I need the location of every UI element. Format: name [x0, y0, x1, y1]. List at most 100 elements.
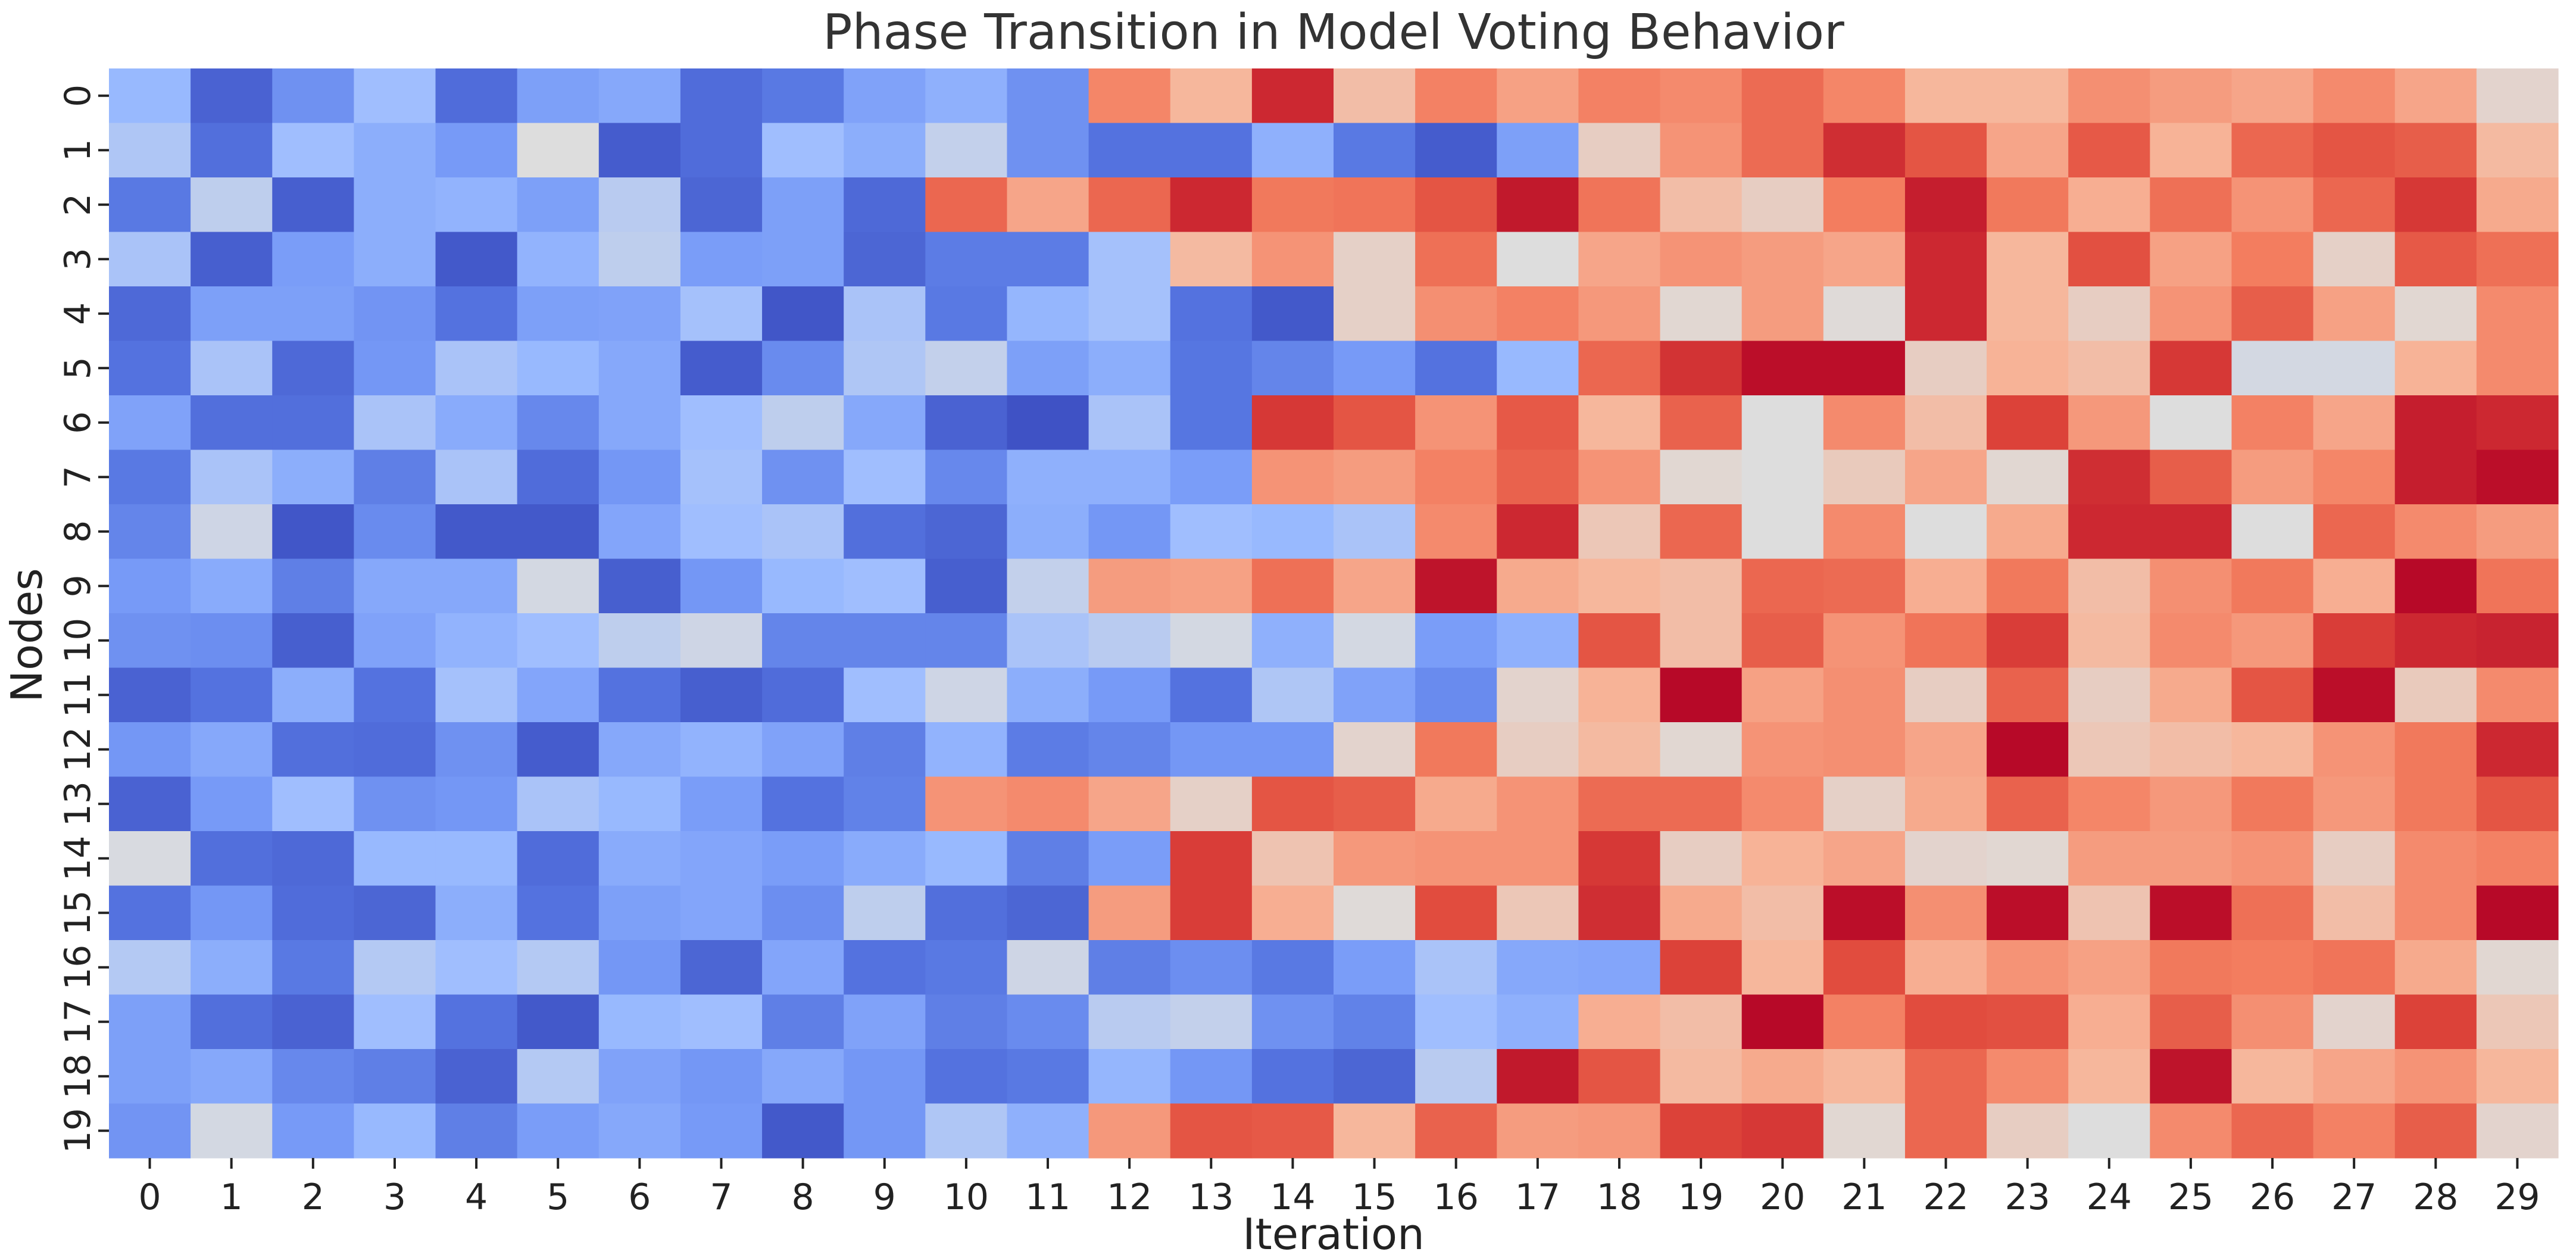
heatmap-cell-r7-c18	[1578, 449, 1661, 505]
heatmap-cell-r15-c15	[1334, 885, 1416, 941]
heatmap-cell-r7-c15	[1334, 449, 1416, 505]
heatmap-cell-r4-c21	[1823, 286, 1906, 342]
heatmap-cell-r18-c29	[2476, 1049, 2559, 1104]
heatmap-cell-r10-c3	[354, 613, 436, 669]
heatmap-cell-r7-c29	[2476, 449, 2559, 505]
heatmap-cell-r12-c18	[1578, 722, 1661, 778]
heatmap-cell-r8-c29	[2476, 504, 2559, 560]
heatmap-cell-r8-c23	[1987, 504, 2069, 560]
heatmap-cell-r16-c3	[354, 940, 436, 995]
heatmap-cell-r13-c6	[598, 776, 681, 832]
heatmap-cell-r12-c2	[272, 722, 354, 778]
heatmap-cell-r17-c15	[1334, 994, 1416, 1050]
heatmap-cell-r1-c2	[272, 123, 354, 178]
heatmap-cell-r11-c8	[762, 667, 844, 723]
heatmap-cell-r6-c2	[272, 395, 354, 451]
heatmap-cell-r3-c27	[2313, 232, 2396, 287]
heatmap-cell-r4-c2	[272, 286, 354, 342]
heatmap-cell-r17-c28	[2394, 994, 2477, 1050]
heatmap-cell-r3-c8	[762, 232, 844, 287]
heatmap-cell-r9-c0	[109, 558, 191, 614]
heatmap-cell-r0-c0	[109, 68, 191, 124]
heatmap-cell-r6-c12	[1088, 395, 1171, 451]
heatmap-cell-r5-c22	[1904, 341, 1987, 396]
heatmap-cell-r15-c2	[272, 885, 354, 941]
heatmap-cell-r16-c1	[191, 940, 273, 995]
heatmap-cell-r4-c9	[844, 286, 926, 342]
heatmap-cell-r3-c16	[1415, 232, 1497, 287]
heatmap-cell-r1-c29	[2476, 123, 2559, 178]
heatmap-cell-r16-c5	[517, 940, 599, 995]
heatmap-cell-r1-c20	[1741, 123, 1824, 178]
heatmap-cell-r11-c18	[1578, 667, 1661, 723]
heatmap-cell-r8-c11	[1007, 504, 1089, 560]
heatmap-cell-r6-c19	[1660, 395, 1743, 451]
heatmap-cell-r7-c6	[598, 449, 681, 505]
heatmap-cell-r4-c0	[109, 286, 191, 342]
heatmap-cell-r7-c27	[2313, 449, 2396, 505]
heatmap-cell-r13-c18	[1578, 776, 1661, 832]
heatmap-cell-r0-c7	[680, 68, 763, 124]
heatmap-cell-r14-c24	[2068, 831, 2150, 886]
heatmap-cell-r18-c19	[1660, 1049, 1743, 1104]
heatmap-cell-r8-c12	[1088, 504, 1171, 560]
heatmap-cell-r18-c17	[1497, 1049, 1579, 1104]
heatmap-cell-r0-c3	[354, 68, 436, 124]
heatmap-cell-r7-c9	[844, 449, 926, 505]
heatmap-cell-r18-c1	[191, 1049, 273, 1104]
x-tick-label-15: 15	[1351, 1176, 1397, 1218]
heatmap-cell-r0-c26	[2231, 68, 2314, 124]
heatmap-cell-r10-c12	[1088, 613, 1171, 669]
heatmap-cell-r10-c29	[2476, 613, 2559, 669]
heatmap-cell-r13-c13	[1170, 776, 1253, 832]
x-axis-label: Iteration	[1242, 1209, 1424, 1258]
heatmap-cell-r1-c6	[598, 123, 681, 178]
heatmap-cell-r14-c23	[1987, 831, 2069, 886]
heatmap-cell-r10-c11	[1007, 613, 1089, 669]
heatmap-cell-r7-c28	[2394, 449, 2477, 505]
heatmap-cell-r0-c10	[925, 68, 1008, 124]
heatmap-cell-r4-c12	[1088, 286, 1171, 342]
heatmap-cell-r19-c21	[1823, 1103, 1906, 1159]
heatmap-cell-r7-c1	[191, 449, 273, 505]
y-tick-label-19: 19	[57, 1108, 99, 1153]
heatmap-cell-r15-c11	[1007, 885, 1089, 941]
heatmap-cell-r0-c1	[191, 68, 273, 124]
heatmap-cell-r11-c7	[680, 667, 763, 723]
heatmap-cell-r11-c3	[354, 667, 436, 723]
heatmap-cell-r6-c4	[435, 395, 518, 451]
heatmap-cell-r2-c2	[272, 177, 354, 233]
x-tick-label-25: 25	[2168, 1176, 2213, 1218]
heatmap-cell-r11-c4	[435, 667, 518, 723]
heatmap-cell-r16-c26	[2231, 940, 2314, 995]
heatmap-cell-r5-c10	[925, 341, 1008, 396]
y-tick-label-7: 7	[57, 466, 99, 488]
heatmap-cell-r4-c19	[1660, 286, 1743, 342]
heatmap-cell-r15-c20	[1741, 885, 1824, 941]
heatmap-cell-r13-c20	[1741, 776, 1824, 832]
heatmap-cell-r6-c17	[1497, 395, 1579, 451]
heatmap-cell-r13-c4	[435, 776, 518, 832]
heatmap-cell-r13-c23	[1987, 776, 2069, 832]
y-tick-label-0: 0	[57, 85, 99, 107]
heatmap-cell-r17-c20	[1741, 994, 1824, 1050]
heatmap-cell-r0-c8	[762, 68, 844, 124]
heatmap-cell-r2-c10	[925, 177, 1008, 233]
heatmap-cell-r19-c28	[2394, 1103, 2477, 1159]
heatmap-cell-r13-c15	[1334, 776, 1416, 832]
heatmap-cell-r4-c27	[2313, 286, 2396, 342]
heatmap-cell-r11-c20	[1741, 667, 1824, 723]
heatmap-cell-r1-c23	[1987, 123, 2069, 178]
heatmap-cell-r8-c7	[680, 504, 763, 560]
heatmap-cell-r1-c5	[517, 123, 599, 178]
heatmap-cell-r15-c25	[2150, 885, 2232, 941]
heatmap-cell-r8-c14	[1251, 504, 1334, 560]
heatmap-cell-r8-c18	[1578, 504, 1661, 560]
x-tick-label-29: 29	[2494, 1176, 2540, 1218]
heatmap-cell-r17-c26	[2231, 994, 2314, 1050]
heatmap-cell-r7-c21	[1823, 449, 1906, 505]
heatmap-cell-r11-c6	[598, 667, 681, 723]
heatmap-cell-r14-c27	[2313, 831, 2396, 886]
heatmap-cell-r5-c17	[1497, 341, 1579, 396]
heatmap-cell-r12-c20	[1741, 722, 1824, 778]
